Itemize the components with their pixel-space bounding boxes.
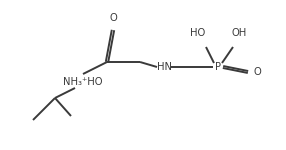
Text: O: O (254, 67, 262, 77)
Text: NH₃⁺HO: NH₃⁺HO (63, 77, 103, 87)
Text: HO: HO (190, 28, 206, 38)
Text: P: P (215, 62, 221, 72)
Text: O: O (109, 13, 117, 23)
Text: OH: OH (231, 28, 247, 38)
Text: HN: HN (156, 62, 172, 72)
